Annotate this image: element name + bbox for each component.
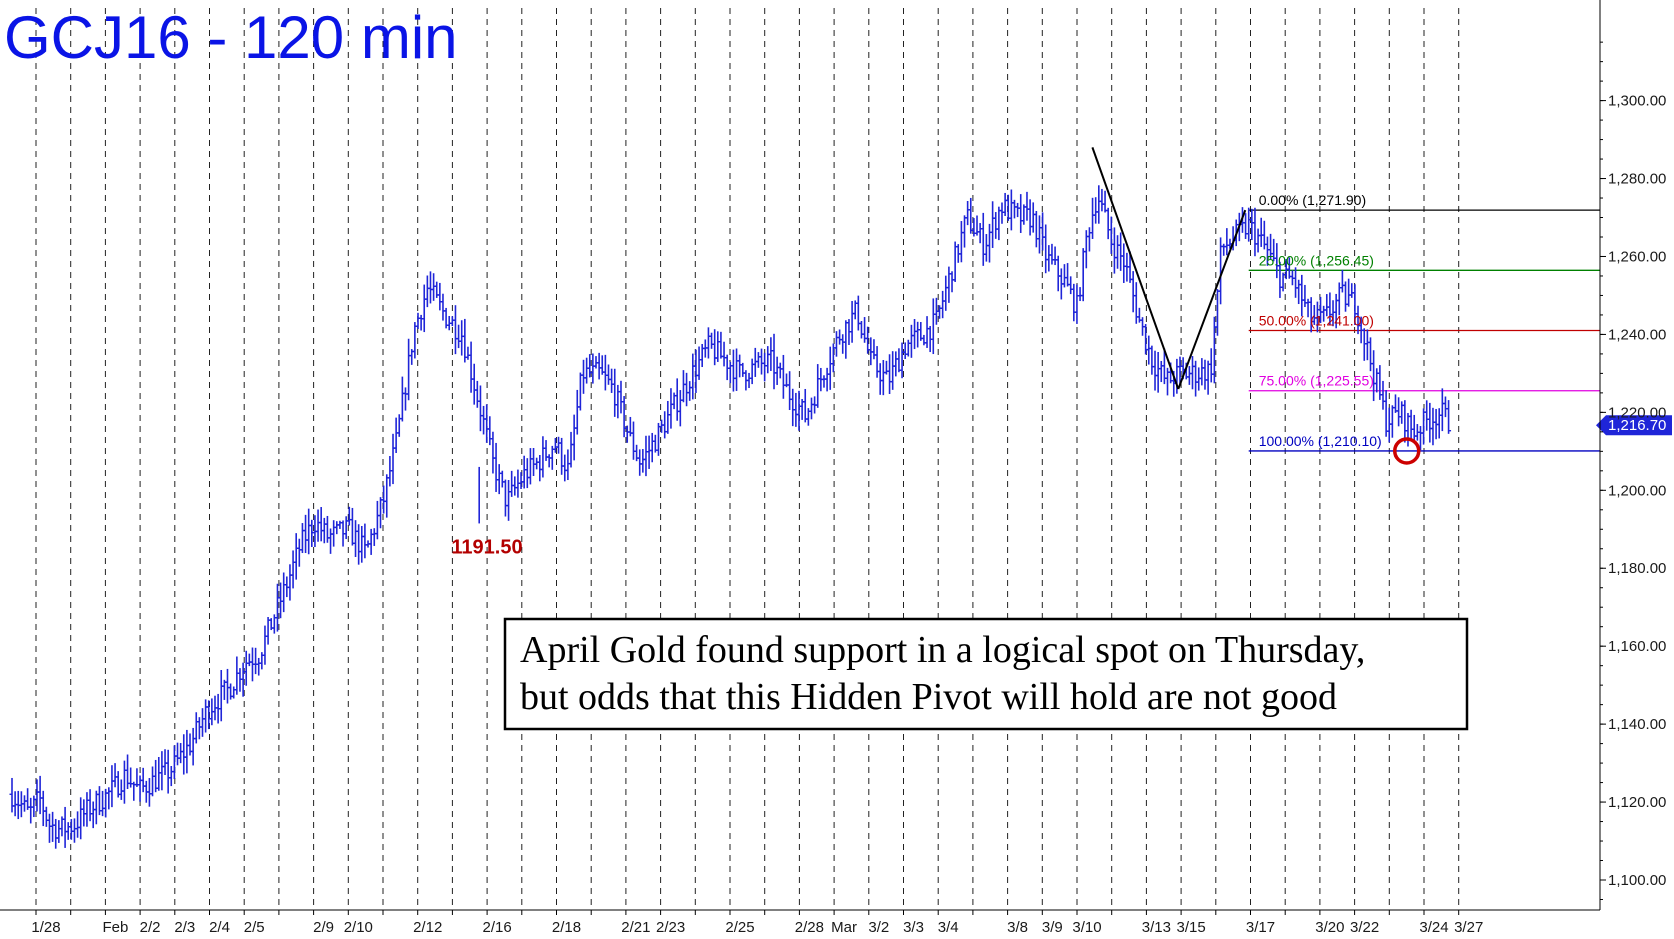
x-tick-label: 3/17 <box>1246 919 1275 936</box>
swing-line <box>1091 147 1180 390</box>
y-tick-label: 1,160.00 <box>1608 638 1666 655</box>
x-tick-label: 3/4 <box>938 919 959 936</box>
x-tick-label: Mar <box>831 919 857 936</box>
note-line: April Gold found support in a logical sp… <box>520 629 1365 671</box>
fib-level-label: 75.00% (1,225.55) <box>1259 373 1374 389</box>
y-tick-label: 1,300.00 <box>1608 93 1666 110</box>
x-tick-label: 3/13 <box>1142 919 1171 936</box>
y-tick-label: 1,100.00 <box>1608 872 1666 889</box>
fib-level-label: 0.00% (1,271.90) <box>1259 192 1366 208</box>
x-tick-label: 2/18 <box>552 919 581 936</box>
note-line: but odds that this Hidden Pivot will hol… <box>520 676 1337 718</box>
x-tick-label: 3/2 <box>868 919 889 936</box>
session-gridlines <box>35 8 1460 910</box>
chart-title: GCJ16 - 120 min <box>4 4 458 71</box>
x-tick-label: 2/4 <box>209 919 230 936</box>
annotations: 1191.50 1,216.70 <box>451 415 1672 558</box>
x-tick-label: 2/9 <box>313 919 334 936</box>
swing-line <box>1177 209 1247 390</box>
fib-labels: 0.00% (1,271.90) 25.00% (1,256.45) 50.00% … <box>1259 192 1382 449</box>
x-tick-label: 3/27 <box>1454 919 1483 936</box>
x-tick-label: 2/16 <box>482 919 511 936</box>
x-tick-label: 3/10 <box>1072 919 1101 936</box>
note-box: April Gold found support in a logical sp… <box>503 617 1469 731</box>
x-tick-label: 1/28 <box>31 919 60 936</box>
fib-level-label: 50.00% (1,241.00) <box>1259 313 1374 329</box>
x-tick-label: 2/5 <box>244 919 265 936</box>
x-tick-label: 3/9 <box>1042 919 1063 936</box>
x-tick-label: 2/2 <box>140 919 161 936</box>
x-tick-label: 2/3 <box>174 919 195 936</box>
x-tick-label: 2/10 <box>344 919 373 936</box>
y-tick-label: 1,280.00 <box>1608 171 1666 188</box>
y-tick-label: 1,140.00 <box>1608 716 1666 733</box>
y-tick-label: 1,200.00 <box>1608 482 1666 499</box>
y-tick-label: 1,240.00 <box>1608 326 1666 343</box>
x-tick-label: Feb <box>102 919 128 936</box>
low-price-label: 1191.50 <box>451 536 522 558</box>
x-tick-label: 3/24 <box>1419 919 1448 936</box>
y-tick-label: 1,260.00 <box>1608 248 1666 265</box>
x-tick-label: 2/25 <box>725 919 754 936</box>
y-tick-label: 1,120.00 <box>1608 794 1666 811</box>
x-tick-label: 3/8 <box>1007 919 1028 936</box>
fib-level-label: 25.00% (1,256.45) <box>1259 252 1374 268</box>
x-tick-label: 2/12 <box>413 919 442 936</box>
x-tick-label: 3/15 <box>1176 919 1205 936</box>
fib-levels <box>1248 209 1600 452</box>
fib-level-label: 100.00% (1,210.10) <box>1259 433 1382 449</box>
y-tick-label: 1,220.00 <box>1608 404 1666 421</box>
x-tick-label: 3/22 <box>1350 919 1379 936</box>
price-bars <box>9 185 1452 849</box>
x-tick-label: 2/21 <box>621 919 650 936</box>
x-tick-label: 3/20 <box>1315 919 1344 936</box>
swing-lines <box>1091 147 1247 390</box>
x-tick-label: 2/23 <box>656 919 685 936</box>
last-price-label: 1,216.70 <box>1608 417 1666 434</box>
last-price-tag <box>1596 415 1672 436</box>
target-circle <box>1392 437 1421 465</box>
x-tick-label: 3/3 <box>903 919 924 936</box>
y-tick-label: 1,180.00 <box>1608 560 1666 577</box>
x-tick-label: 2/28 <box>795 919 824 936</box>
note-box-frame <box>503 617 1469 731</box>
